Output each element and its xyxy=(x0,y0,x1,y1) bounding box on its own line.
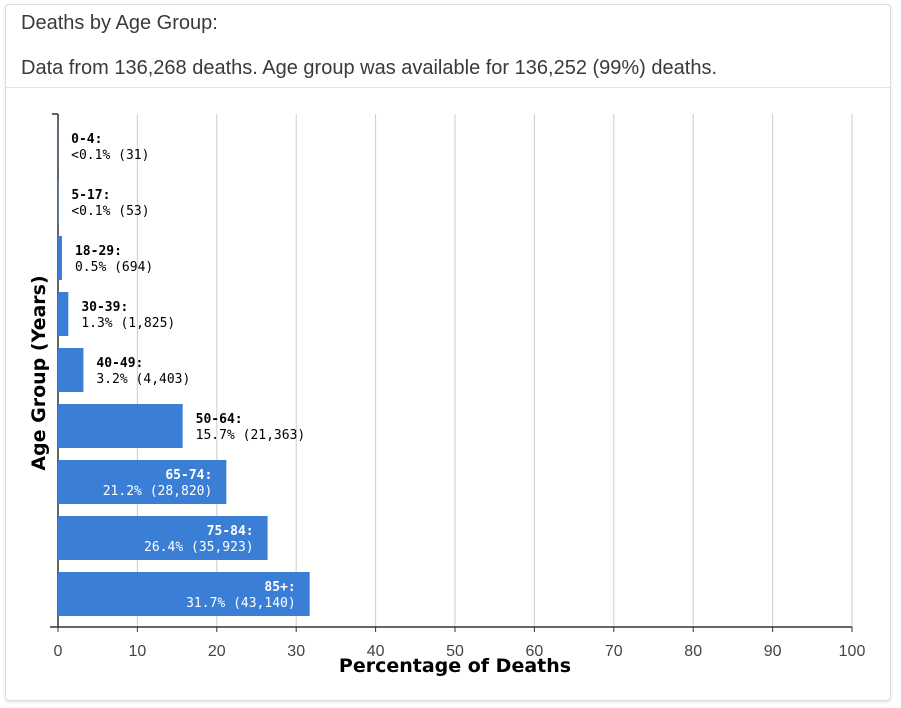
bar-category-label: 85+: xyxy=(264,580,295,595)
bar xyxy=(58,292,69,336)
bar xyxy=(58,460,227,504)
bar-value-label: 0.5% (694) xyxy=(75,260,153,275)
x-tick-label: 0 xyxy=(54,643,63,660)
bar-category-label: 50-64: xyxy=(196,412,243,427)
x-tick-label: 50 xyxy=(446,643,464,660)
bar-category-label: 5-17: xyxy=(71,188,110,203)
bar xyxy=(58,348,84,392)
bar-category-label: 18-29: xyxy=(75,244,122,259)
x-tick-label: 30 xyxy=(287,643,305,660)
bar-value-label: 31.7% (43,140) xyxy=(186,596,296,611)
chart-title: Deaths by Age Group: xyxy=(21,12,218,34)
bar-category-label: 65-74: xyxy=(165,468,212,483)
bar-category-label: 30-39: xyxy=(81,300,128,315)
x-tick-label: 80 xyxy=(684,643,702,660)
bar-value-label: 1.3% (1,825) xyxy=(81,316,175,331)
bar xyxy=(58,516,268,560)
bar-category-label: 0-4: xyxy=(71,132,102,147)
bar xyxy=(58,572,310,616)
bar-category-label: 40-49: xyxy=(96,356,143,371)
bar-value-label: 3.2% (4,403) xyxy=(96,372,190,387)
bar-value-label: <0.1% (31) xyxy=(71,148,149,163)
x-tick-label: 10 xyxy=(129,643,147,660)
x-tick-label: 40 xyxy=(367,643,385,660)
bar-value-label: <0.1% (53) xyxy=(71,204,149,219)
bar-value-label: 26.4% (35,923) xyxy=(144,540,254,555)
card-header: Deaths by Age Group: Data from 136,268 d… xyxy=(6,5,890,88)
bar-category-label: 75-84: xyxy=(207,524,254,539)
x-tick-label: 90 xyxy=(764,643,782,660)
x-tick-label: 70 xyxy=(605,643,623,660)
x-axis-title: Percentage of Deaths xyxy=(339,655,571,677)
bar xyxy=(58,404,183,448)
x-tick-label: 20 xyxy=(208,643,226,660)
bar xyxy=(58,236,62,280)
y-axis-title: Age Group (Years) xyxy=(28,275,50,470)
x-tick-label: 60 xyxy=(526,643,544,660)
bar-value-label: 21.2% (28,820) xyxy=(103,484,213,499)
chart-subtitle: Data from 136,268 deaths. Age group was … xyxy=(21,57,718,79)
bar-value-label: 15.7% (21,363) xyxy=(196,428,306,443)
x-tick-label: 100 xyxy=(839,643,866,660)
